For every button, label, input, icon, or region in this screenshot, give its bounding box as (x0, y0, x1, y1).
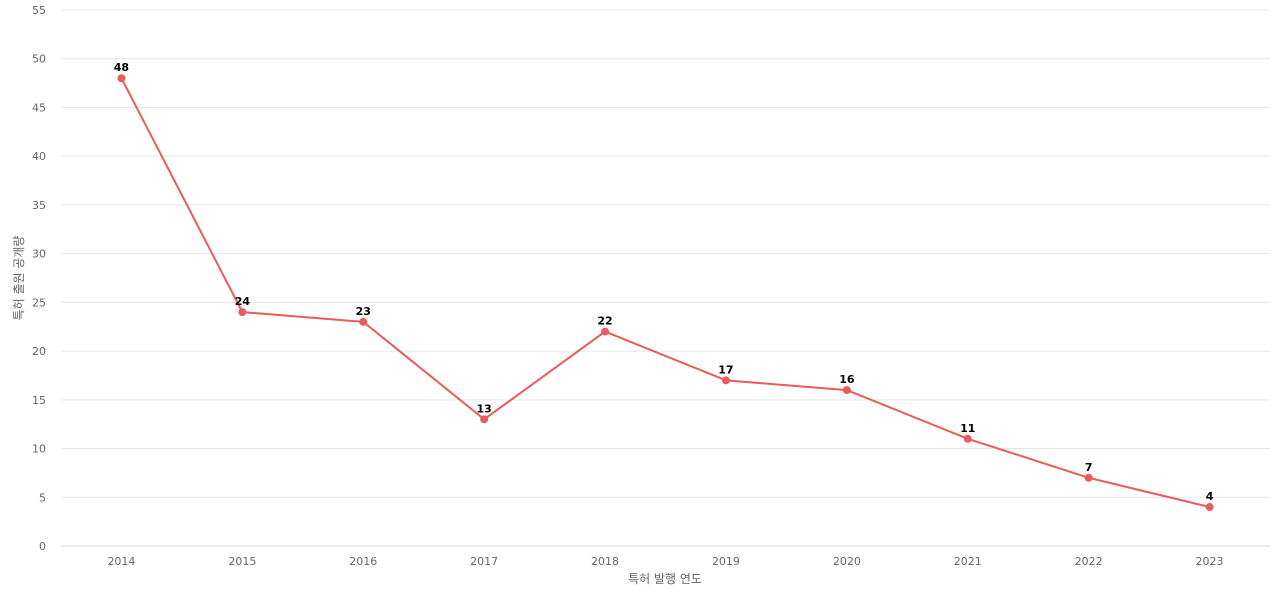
x-tick-label: 2017 (470, 555, 498, 568)
y-tick-label: 25 (32, 296, 46, 309)
data-label: 48 (114, 61, 129, 74)
y-tick-label: 45 (32, 101, 46, 114)
y-tick-label: 10 (32, 443, 46, 456)
y-tick-label: 40 (32, 150, 46, 163)
data-point (359, 317, 368, 326)
data-label: 17 (718, 363, 733, 376)
data-labels: 48 24 23 13 22 17 16 11 7 4 (114, 61, 1214, 503)
data-point (1084, 473, 1093, 482)
data-point (117, 74, 126, 83)
x-tick-label: 2018 (591, 555, 619, 568)
data-point (238, 308, 247, 317)
y-tick-label: 0 (39, 540, 46, 553)
data-point (1205, 503, 1214, 512)
data-point (601, 327, 610, 336)
x-tick-label: 2021 (954, 555, 982, 568)
y-tick-label: 55 (32, 4, 46, 17)
data-label: 24 (235, 295, 251, 308)
y-tick-label: 30 (32, 248, 46, 261)
y-tick-label: 20 (32, 345, 46, 358)
y-tick-label: 50 (32, 53, 46, 66)
series-line (120, 77, 1210, 508)
y-tick-label: 5 (39, 491, 46, 504)
x-tick-label: 2022 (1075, 555, 1103, 568)
y-tick-label: 15 (32, 394, 46, 407)
data-points (117, 74, 1214, 512)
data-label: 23 (356, 305, 371, 318)
y-axis-title: 특허 출원 공개량 (12, 236, 26, 321)
series-line-layer (120, 77, 1210, 508)
x-axis-title: 특허 발행 연도 (628, 571, 702, 586)
x-tick-label: 2019 (712, 555, 740, 568)
data-label: 7 (1085, 461, 1093, 474)
data-label: 11 (960, 422, 975, 435)
data-label: 4 (1206, 490, 1214, 503)
y-axis-ticks: 0 5 10 15 20 25 30 35 40 45 50 55 (32, 4, 46, 553)
data-point (721, 376, 730, 385)
data-label: 13 (476, 402, 491, 415)
x-tick-label: 2023 (1196, 555, 1224, 568)
x-axis-ticks: 2014 2015 2016 2017 2018 2019 2020 2021 2022 2023 (107, 555, 1223, 568)
data-label: 16 (839, 373, 855, 386)
data-label: 22 (597, 315, 612, 328)
y-tick-label: 35 (32, 199, 46, 212)
x-tick-label: 2014 (107, 555, 135, 568)
x-tick-label: 2020 (833, 555, 861, 568)
data-point (963, 434, 972, 443)
gridlines (61, 9, 1270, 547)
data-point (842, 386, 851, 395)
data-point (480, 415, 489, 424)
x-tick-label: 2015 (228, 555, 256, 568)
x-tick-label: 2016 (349, 555, 377, 568)
